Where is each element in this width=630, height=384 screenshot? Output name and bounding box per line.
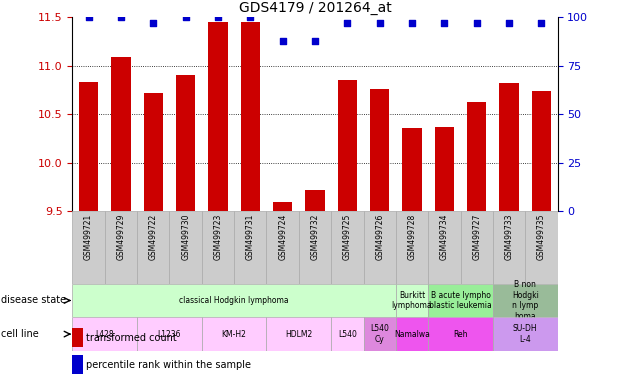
Bar (299, 211, 331, 284)
Bar (370, 89, 389, 211)
Bar (137, 211, 169, 284)
Bar (72, 317, 137, 351)
Bar (461, 211, 493, 284)
Text: L1236: L1236 (158, 329, 181, 339)
Bar (176, 76, 195, 211)
Point (310, 38, 320, 44)
Bar (532, 91, 551, 211)
Point (84, 14, 94, 20)
Bar (72, 328, 83, 347)
Text: percentile rank within the sample: percentile rank within the sample (86, 360, 251, 370)
Bar (105, 211, 137, 284)
Bar (467, 102, 486, 211)
Text: HDLM2: HDLM2 (285, 329, 312, 339)
Bar (266, 211, 299, 284)
Text: Namalwa: Namalwa (394, 329, 430, 339)
Bar (137, 317, 202, 351)
Text: GSM499730: GSM499730 (181, 214, 190, 260)
Bar (500, 83, 518, 211)
Text: Burkitt
lymphoma: Burkitt lymphoma (392, 291, 432, 310)
Text: GSM499729: GSM499729 (117, 214, 125, 260)
Text: L540
Cy: L540 Cy (370, 324, 389, 344)
Text: GSM499732: GSM499732 (311, 214, 319, 260)
Text: GSM499721: GSM499721 (84, 214, 93, 260)
Text: classical Hodgkin lymphoma: classical Hodgkin lymphoma (180, 296, 289, 305)
Bar (493, 317, 558, 351)
Bar (273, 202, 292, 211)
Bar (331, 211, 364, 284)
Text: B acute lympho
blastic leukemia: B acute lympho blastic leukemia (429, 291, 492, 310)
Text: B non
Hodgki
n lymp
homa: B non Hodgki n lymp homa (512, 280, 539, 321)
Bar (202, 211, 234, 284)
Bar (331, 317, 364, 351)
Bar (338, 80, 357, 211)
Text: L428: L428 (96, 329, 114, 339)
Bar (435, 127, 454, 211)
Bar (202, 317, 266, 351)
Text: disease state: disease state (1, 295, 66, 306)
Bar (428, 317, 493, 351)
Point (342, 20, 352, 26)
Text: KM-H2: KM-H2 (222, 329, 246, 339)
Bar (364, 317, 396, 351)
Bar (112, 57, 130, 211)
Text: GSM499735: GSM499735 (537, 214, 546, 260)
Bar (209, 22, 227, 211)
Text: L540: L540 (338, 329, 357, 339)
Point (213, 14, 223, 20)
Point (504, 20, 514, 26)
Point (116, 14, 126, 20)
Point (148, 20, 158, 26)
Bar (525, 211, 558, 284)
Point (181, 14, 191, 20)
Bar (364, 211, 396, 284)
Title: GDS4179 / 201264_at: GDS4179 / 201264_at (239, 1, 391, 15)
Text: GSM499722: GSM499722 (149, 214, 158, 260)
Bar (266, 317, 331, 351)
Text: GSM499723: GSM499723 (214, 214, 222, 260)
Bar (79, 82, 98, 211)
Text: cell line: cell line (1, 329, 39, 339)
Text: GSM499733: GSM499733 (505, 214, 513, 260)
Bar (169, 211, 202, 284)
Text: transformed count: transformed count (86, 333, 177, 343)
Bar (403, 128, 421, 211)
Point (536, 20, 546, 26)
Text: GSM499734: GSM499734 (440, 214, 449, 260)
Bar (306, 190, 324, 211)
Bar (493, 284, 558, 317)
Bar (241, 22, 260, 211)
Text: GSM499728: GSM499728 (408, 214, 416, 260)
Bar (72, 356, 83, 374)
Bar (72, 284, 396, 317)
Bar (396, 317, 428, 351)
Bar (396, 211, 428, 284)
Bar (396, 284, 428, 317)
Text: GSM499725: GSM499725 (343, 214, 352, 260)
Bar (144, 93, 163, 211)
Text: SU-DH
L-4: SU-DH L-4 (513, 324, 537, 344)
Point (407, 20, 417, 26)
Bar (234, 211, 266, 284)
Text: GSM499724: GSM499724 (278, 214, 287, 260)
Point (278, 38, 288, 44)
Text: Reh: Reh (453, 329, 468, 339)
Bar (72, 211, 105, 284)
Bar (428, 284, 493, 317)
Text: GSM499726: GSM499726 (375, 214, 384, 260)
Bar (428, 211, 461, 284)
Point (245, 14, 255, 20)
Bar (493, 211, 525, 284)
Point (439, 20, 449, 26)
Text: GSM499731: GSM499731 (246, 214, 255, 260)
Point (472, 20, 482, 26)
Point (375, 20, 385, 26)
Text: GSM499727: GSM499727 (472, 214, 481, 260)
